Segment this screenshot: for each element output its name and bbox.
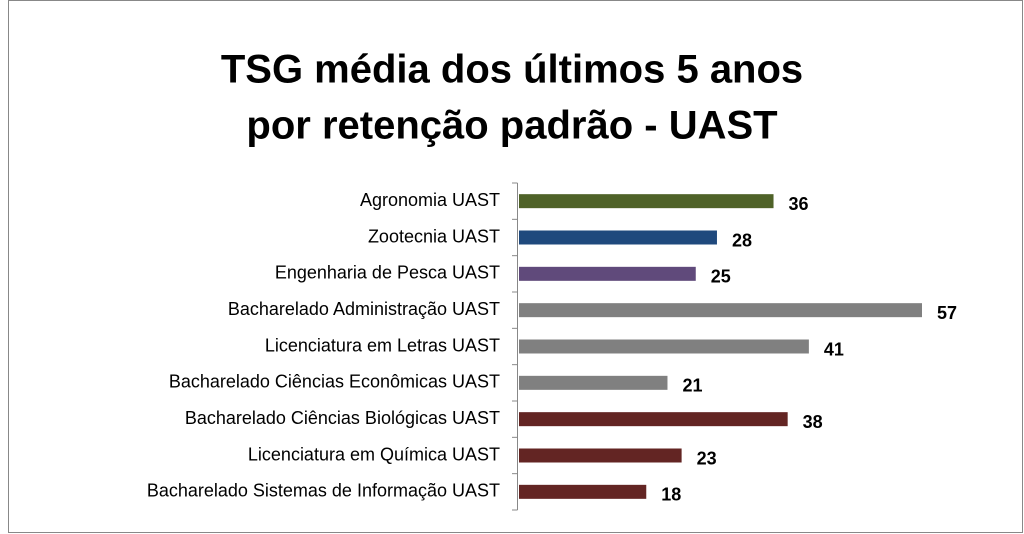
value-label: 18 [661,485,681,505]
bar [519,194,774,209]
bar [519,484,647,499]
value-label: 21 [682,376,702,396]
value-label: 57 [937,303,957,323]
chart-title: por retenção padrão - UAST [246,104,777,148]
category-label: Licenciatura em Química UAST [248,444,500,464]
chart-border [8,0,1023,533]
chart-title: TSG média dos últimos 5 anos [221,48,803,92]
bar [519,412,788,427]
category-label: Bacharelado Ciências Econômicas UAST [169,372,500,392]
value-label: 23 [697,448,717,468]
category-label: Bacharelado Administração UAST [228,299,500,319]
category-label: Licenciatura em Letras UAST [265,335,500,355]
category-label: Engenharia de Pesca UAST [275,263,500,283]
value-label: 28 [732,230,752,250]
value-label: 38 [803,412,823,432]
category-label: Bacharelado Sistemas de Informação UAST [147,481,500,501]
value-label: 25 [711,267,731,287]
bar [519,303,922,318]
bar [519,448,682,463]
category-label: Agronomia UAST [360,190,500,210]
category-label: Zootecnia UAST [368,226,500,246]
category-label: Bacharelado Ciências Biológicas UAST [185,408,500,428]
value-label: 36 [789,194,809,214]
bar [519,339,809,354]
value-label: 41 [824,339,844,359]
bar [519,230,717,245]
bar [519,375,668,390]
bar [519,266,696,281]
